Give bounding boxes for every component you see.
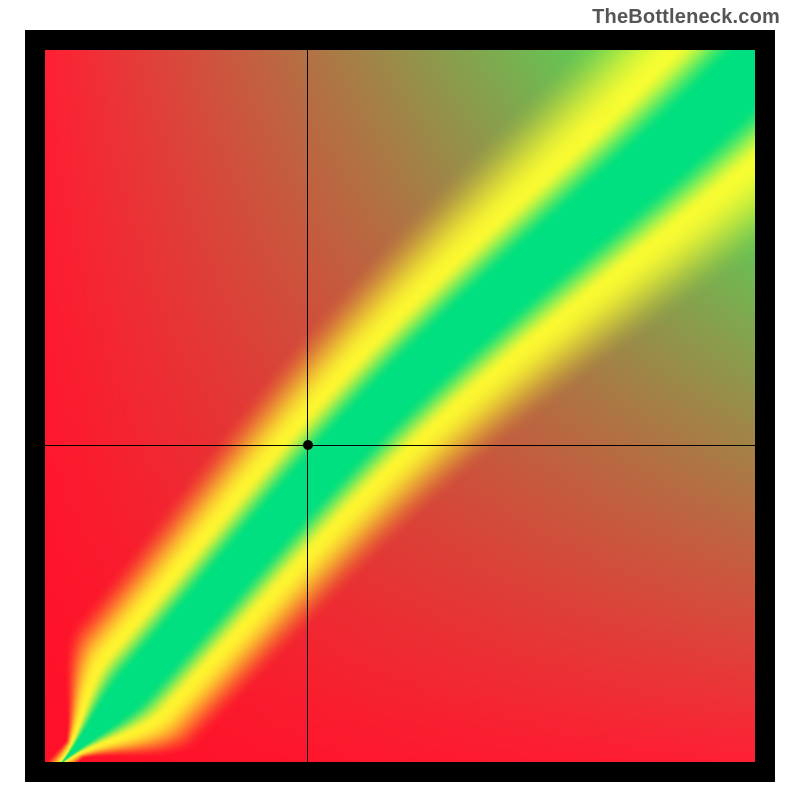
heatmap-plot-area	[45, 50, 755, 762]
chart-outer-frame	[25, 30, 775, 782]
crosshair-horizontal	[45, 445, 755, 446]
watermark-text: TheBottleneck.com	[592, 6, 780, 29]
heatmap-canvas	[45, 50, 755, 762]
figure-container: { "watermark": "TheBottleneck.com", "out…	[0, 0, 800, 800]
crosshair-marker	[303, 440, 313, 450]
crosshair-vertical	[307, 50, 308, 762]
